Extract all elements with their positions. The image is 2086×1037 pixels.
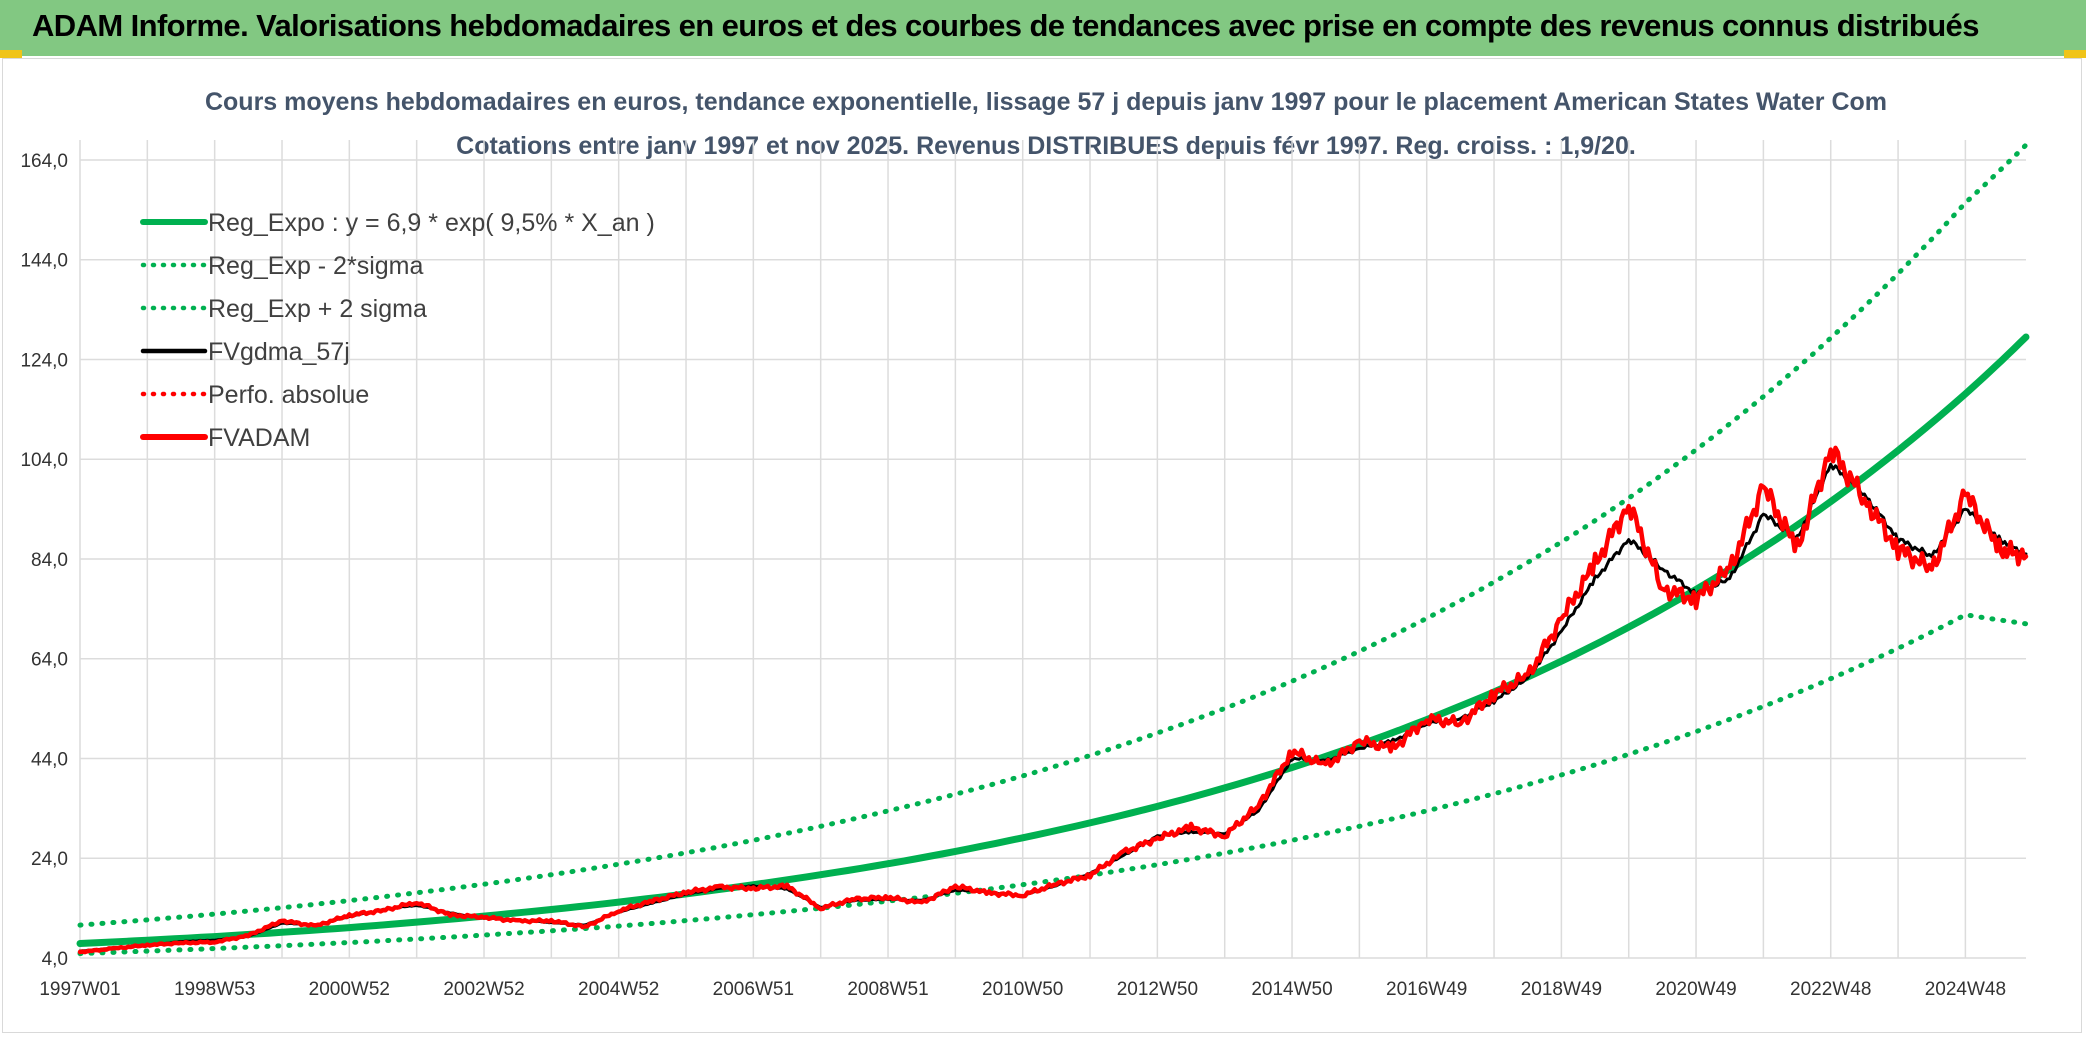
x-tick-label: 2006W51 <box>713 979 794 1000</box>
y-gridlines <box>80 159 2026 959</box>
y-tick-label: 4,0 <box>42 949 68 970</box>
series-line-reg-exp-2-sigma <box>77 612 2029 956</box>
x-tick-label: 2018W49 <box>1521 979 1602 1000</box>
x-tick-label: 2004W52 <box>578 979 659 1000</box>
legend-label: Perfo. absolue <box>208 381 369 409</box>
x-tick-label: 2024W48 <box>1925 979 2006 1000</box>
y-tick-label: 84,0 <box>31 550 68 571</box>
y-tick-label: 124,0 <box>20 350 68 371</box>
series-line-reg-expo-y-6-9-exp-9-5-x-an <box>76 333 2030 947</box>
y-tick-label: 24,0 <box>31 849 68 870</box>
x-tick-label: 1997W01 <box>39 979 120 1000</box>
legend-label: FVgdma_57j <box>208 338 350 366</box>
series-line-reg-exp-2-sigma <box>77 142 2029 928</box>
x-tick-label: 2012W50 <box>1117 979 1198 1000</box>
chart-subtitle: Cotations entre janv 1997 et nov 2025. R… <box>456 132 1636 160</box>
y-tick-label: 44,0 <box>31 749 68 770</box>
y-tick-label: 64,0 <box>31 650 68 671</box>
x-tick-label: 2014W50 <box>1251 979 1332 1000</box>
x-tick-label: 2002W52 <box>443 979 524 1000</box>
series-layer <box>76 142 2030 956</box>
series-line-fvadam <box>77 445 2029 955</box>
corner-marker-right <box>2064 50 2086 58</box>
y-tick-label: 144,0 <box>20 251 68 272</box>
title-banner: ADAM Informe. Valorisations hebdomadaire… <box>0 0 2086 56</box>
legend-label: Reg_Exp + 2 sigma <box>208 295 427 323</box>
y-tick-label: 104,0 <box>20 450 68 471</box>
chart-frame <box>2 58 2082 1033</box>
y-axis-ticks: 4,0 24,0 44,0 64,0 84,0 104,0 124,0 144,0 164,0 <box>20 151 68 970</box>
x-tick-label: 1998W53 <box>174 979 255 1000</box>
x-tick-label: 2010W50 <box>982 979 1063 1000</box>
series-line-fvgdma-57j <box>78 462 2028 953</box>
chart-title: Cours moyens hebdomadaires en euros, ten… <box>205 88 1887 116</box>
x-tick-label: 2020W49 <box>1655 979 1736 1000</box>
x-tick-label: 2008W51 <box>847 979 928 1000</box>
legend-label: FVADAM <box>208 424 310 452</box>
x-gridlines <box>79 140 1967 958</box>
x-tick-label: 2022W48 <box>1790 979 1871 1000</box>
y-tick-label: 164,0 <box>20 151 68 172</box>
x-tick-label: 2016W49 <box>1386 979 1467 1000</box>
chart-legend: Reg_Expo : y = 6,9 * exp( 9,5% * X_an ) R… <box>140 209 655 452</box>
x-tick-label: 2000W52 <box>309 979 390 1000</box>
x-axis-ticks: 1997W01 1998W53 2000W52 2002W52 2004W52 2006W… <box>39 979 2006 1000</box>
legend-label: Reg_Expo : y = 6,9 * exp( 9,5% * X_an ) <box>208 209 655 237</box>
page-title: ADAM Informe. Valorisations hebdomadaire… <box>32 8 1979 43</box>
corner-marker-left <box>0 50 22 58</box>
legend-label: Reg_Exp - 2*sigma <box>208 252 423 280</box>
